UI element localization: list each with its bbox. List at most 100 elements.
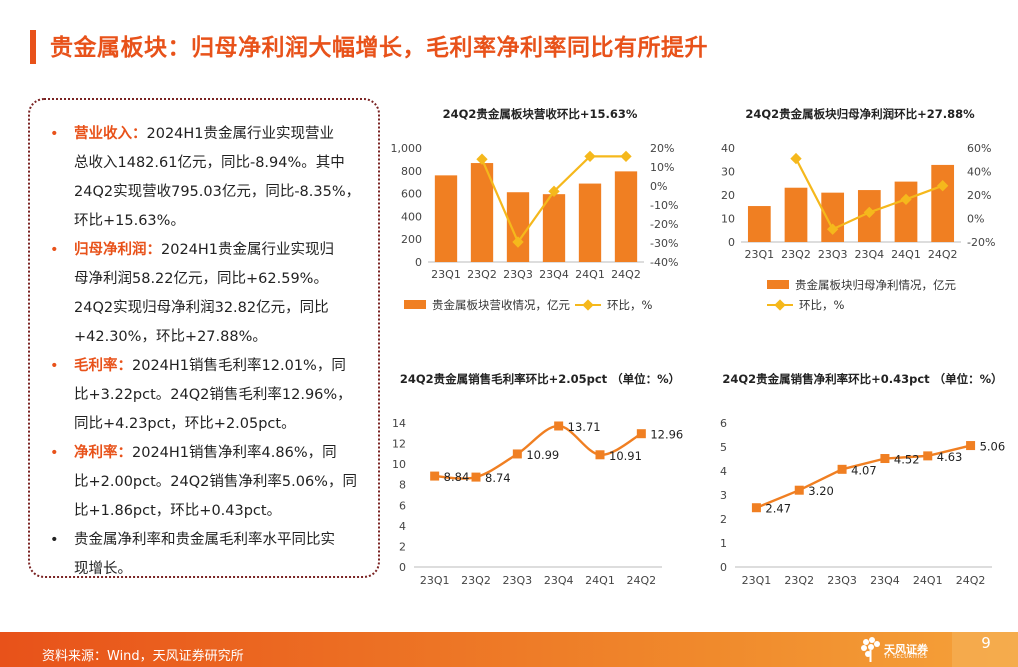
- bullet-keyword: 归母净利润：: [74, 242, 161, 258]
- legend-label: 贵金属板块归母净利情况，亿元: [795, 278, 956, 292]
- bullet-text-line: 同比+4.23pct，环比+2.05pct。: [74, 416, 296, 432]
- x-tick-label: 23Q3: [827, 574, 857, 587]
- bar: [784, 187, 808, 242]
- y-tick-label: 10: [392, 458, 406, 471]
- x-tick-label: 23Q2: [784, 574, 814, 587]
- y2-tick-label: 40%: [967, 166, 991, 179]
- bullet-item: • 归母净利润：2024H1贵金属行业实现归 母净利润58.22亿元，同比+62.5…: [50, 236, 364, 352]
- title-accent-bar: [30, 30, 36, 64]
- x-tick-label: 24Q2: [627, 574, 657, 587]
- y2-tick-label: 60%: [967, 142, 991, 155]
- y-tick-label: 6: [720, 417, 727, 430]
- tf-logo-icon: [861, 637, 880, 662]
- footer-band: [0, 632, 1018, 667]
- y2-tick-label: 0%: [650, 180, 667, 193]
- logo-subtext: TF SECURITIES: [884, 654, 928, 660]
- chart-svg: 24Q2贵金属板块归母净利润环比+27.88% 0 10 20 30 40 -20% 0% 20…: [721, 107, 995, 312]
- bullet-text-line: 贵金属净利率和贵金属毛利率水平同比实: [74, 532, 335, 548]
- x-tick-label: 24Q2: [928, 248, 958, 261]
- x-tick-label: 23Q4: [870, 574, 900, 587]
- line-point: [548, 185, 560, 197]
- data-label: 2.47: [765, 502, 791, 516]
- bullet-dot: •: [50, 126, 59, 142]
- data-label: 8.84: [444, 470, 470, 484]
- data-point: [595, 450, 605, 460]
- y-tick-label: 2: [720, 513, 727, 526]
- y-tick-label: 20: [721, 189, 735, 202]
- y-tick-label: 0: [720, 561, 727, 574]
- data-label: 10.91: [609, 449, 642, 463]
- y-tick-label: 400: [401, 210, 422, 223]
- y2-tick-label: -40%: [650, 256, 678, 269]
- bullet-dot: •: [50, 358, 59, 374]
- data-label: 3.20: [808, 484, 834, 498]
- revenue-chart: 24Q2贵金属板块营收环比+15.63% 0 200 400 600 800 1,000 -4…: [390, 100, 690, 320]
- x-tick-label: 23Q4: [539, 268, 569, 281]
- data-label: 5.06: [980, 440, 1006, 454]
- legend-bar-swatch: [767, 280, 789, 289]
- logo-text: 天风证券: [884, 643, 928, 656]
- y2-tick-label: 20%: [967, 189, 991, 202]
- data-label: 10.99: [526, 448, 559, 462]
- page-title: 贵金属板块：归母净利润大幅增长，毛利率净利率同比有所提升: [50, 35, 708, 61]
- data-point: [636, 429, 646, 439]
- bullet-keyword: 净利率：: [74, 445, 132, 461]
- chart-title: 24Q2贵金属销售净利率环比+0.43pct （单位：%）: [722, 372, 1002, 386]
- data-point: [966, 441, 976, 451]
- bar: [506, 192, 530, 262]
- y-tick-label: 0: [415, 256, 422, 269]
- bullet-text-line: 比+1.86pct，环比+0.43pct。: [74, 503, 282, 519]
- data-point: [880, 454, 890, 464]
- data-label: 4.07: [851, 463, 877, 477]
- bullet-keyword: 毛利率：: [74, 358, 132, 374]
- bar: [931, 164, 955, 242]
- y-tick-label: 10: [721, 213, 735, 226]
- x-tick-label: 24Q1: [585, 574, 615, 587]
- y2-tick-label: 0%: [967, 213, 984, 226]
- data-label: 8.74: [485, 471, 511, 485]
- y-tick-label: 12: [392, 438, 406, 451]
- y2-tick-label: -20%: [967, 236, 995, 249]
- chart-title: 24Q2贵金属板块归母净利润环比+27.88%: [745, 107, 975, 121]
- bullet-text-line: 现增长。: [74, 561, 132, 577]
- y-tick-label: 800: [401, 165, 422, 178]
- data-label: 13.71: [568, 420, 601, 434]
- data-point: [471, 472, 481, 482]
- bullet-text-line: 2024H1销售净利率4.86%，同: [132, 445, 337, 461]
- y-tick-label: 3: [720, 489, 727, 502]
- x-tick-label: 23Q2: [781, 248, 811, 261]
- bar: [434, 175, 458, 262]
- legend-bar-swatch: [404, 300, 426, 309]
- net-profit-chart: 24Q2贵金属板块归母净利润环比+27.88% 0 10 20 30 40 -20% 0% 20…: [715, 100, 1005, 320]
- y-tick-label: 200: [401, 233, 422, 246]
- line-point: [620, 150, 632, 163]
- y-tick-label: 1,000: [391, 142, 423, 155]
- bullet-text-line: 2024H1贵金属行业实现营业: [146, 126, 335, 142]
- y-tick-label: 14: [392, 417, 406, 430]
- y-tick-label: 8: [399, 479, 406, 492]
- net-margin-chart: 24Q2贵金属销售净利率环比+0.43pct （单位：%） 0 1 2 3 4 5 6 23Q1…: [715, 365, 1010, 595]
- bullet-text-line: 2024H1销售毛利率12.01%，同: [132, 358, 346, 374]
- x-tick-label: 23Q1: [742, 574, 772, 587]
- bar: [614, 171, 638, 262]
- data-point: [512, 449, 522, 459]
- bullet-text-line: 母净利润58.22亿元，同比+62.59%。: [74, 271, 328, 287]
- chart-svg: 24Q2贵金属销售净利率环比+0.43pct （单位：%） 0 1 2 3 4 5 6 23Q1…: [720, 372, 1006, 587]
- x-tick-label: 23Q4: [855, 248, 885, 261]
- bullet-text-line: 24Q2实现归母净利润32.82亿元，同比: [74, 300, 329, 316]
- data-point: [751, 503, 761, 513]
- x-tick-label: 23Q1: [420, 574, 450, 587]
- y2-tick-label: 20%: [650, 142, 674, 155]
- bullet-item: • 净利率：2024H1销售净利率4.86%，同 比+2.00pct。24Q2销售净…: [50, 439, 364, 526]
- gross-margin-chart: 24Q2贵金属销售毛利率环比+2.05pct （单位：%） 0 2 4 6 8 10 12 14…: [390, 365, 690, 595]
- bullet-text-line: 比+3.22pct。24Q2销售毛利率12.96%，: [74, 387, 352, 403]
- y-tick-label: 0: [399, 561, 406, 574]
- chart-svg: 24Q2贵金属销售毛利率环比+2.05pct （单位：%） 0 2 4 6 8 10 12 14…: [392, 372, 683, 587]
- bullet-text-line: 2024H1贵金属行业实现归: [161, 242, 335, 258]
- x-tick-label: 23Q1: [431, 268, 461, 281]
- data-point: [554, 421, 564, 431]
- y-tick-label: 1: [720, 537, 727, 550]
- y-tick-label: 4: [720, 465, 727, 478]
- bullet-dot: •: [50, 532, 59, 548]
- x-tick-label: 23Q3: [503, 268, 533, 281]
